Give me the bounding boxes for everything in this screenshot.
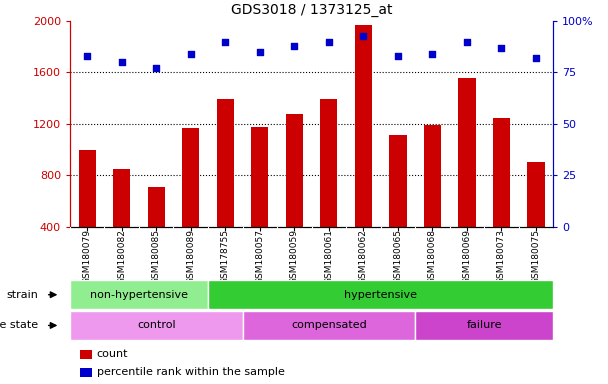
Text: compensated: compensated <box>291 320 367 331</box>
Point <box>427 51 437 57</box>
Text: GSM180073: GSM180073 <box>497 229 506 284</box>
Bar <box>251 127 269 227</box>
Bar <box>113 169 130 227</box>
Point <box>359 32 368 38</box>
Text: GSM180089: GSM180089 <box>186 229 195 284</box>
Bar <box>70 280 208 309</box>
Bar <box>493 118 510 227</box>
Text: control: control <box>137 320 176 331</box>
Text: GSM178755: GSM178755 <box>221 229 230 284</box>
Title: GDS3018 / 1373125_at: GDS3018 / 1373125_at <box>231 3 392 17</box>
Text: GSM180062: GSM180062 <box>359 229 368 284</box>
Text: non-hypertensive: non-hypertensive <box>90 290 188 300</box>
Point <box>82 53 92 59</box>
Bar <box>424 125 441 227</box>
Point <box>393 53 402 59</box>
Point <box>462 39 472 45</box>
Point <box>497 45 506 51</box>
Text: GSM180069: GSM180069 <box>463 229 471 284</box>
Text: percentile rank within the sample: percentile rank within the sample <box>97 367 285 377</box>
Text: GSM180061: GSM180061 <box>324 229 333 284</box>
Text: count: count <box>97 349 128 359</box>
Bar <box>320 99 337 227</box>
Point <box>255 49 264 55</box>
Point <box>531 55 541 61</box>
Point <box>117 59 126 65</box>
Text: disease state: disease state <box>0 320 38 331</box>
Bar <box>216 99 234 227</box>
Text: hypertensive: hypertensive <box>344 290 417 300</box>
Text: GSM180057: GSM180057 <box>255 229 264 284</box>
Bar <box>354 25 372 227</box>
Bar <box>80 368 92 377</box>
Text: GSM180079: GSM180079 <box>83 229 92 284</box>
Text: failure: failure <box>466 320 502 331</box>
Bar <box>415 311 553 340</box>
Text: GSM180075: GSM180075 <box>531 229 541 284</box>
Bar <box>80 350 92 359</box>
Bar <box>389 136 407 227</box>
Text: GSM180068: GSM180068 <box>428 229 437 284</box>
Bar <box>243 311 415 340</box>
Text: GSM180065: GSM180065 <box>393 229 402 284</box>
Text: GSM180085: GSM180085 <box>152 229 161 284</box>
Point <box>324 39 334 45</box>
Text: GSM180082: GSM180082 <box>117 229 126 284</box>
Text: strain: strain <box>7 290 38 300</box>
Point <box>151 65 161 71</box>
Bar <box>458 78 475 227</box>
Point <box>221 39 230 45</box>
Point <box>289 43 299 49</box>
Bar <box>286 114 303 227</box>
Bar <box>148 187 165 227</box>
Text: GSM180059: GSM180059 <box>290 229 299 284</box>
Bar <box>78 149 96 227</box>
Bar <box>527 162 545 227</box>
Bar <box>182 128 199 227</box>
Point <box>186 51 196 57</box>
Bar <box>208 280 553 309</box>
Bar <box>70 311 243 340</box>
